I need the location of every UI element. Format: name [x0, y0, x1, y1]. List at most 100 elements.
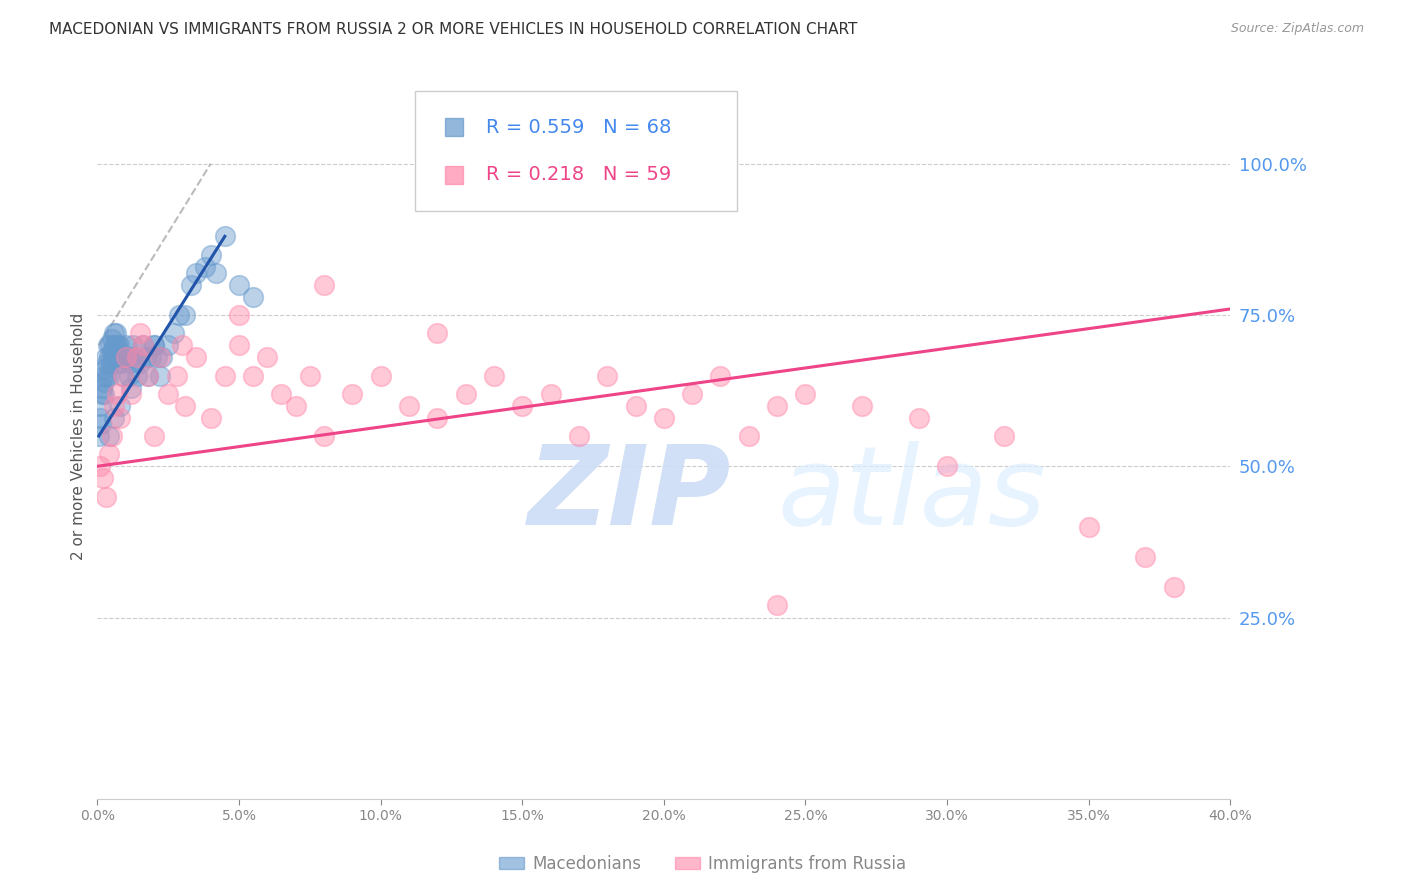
Point [652, 410, 675, 425]
Point [138, 368, 160, 383]
Point [370, 368, 392, 383]
Point [312, 429, 335, 443]
Text: Source: ZipAtlas.com: Source: ZipAtlas.com [1230, 22, 1364, 36]
Point [97, 351, 120, 365]
Point [205, 266, 228, 280]
Point [510, 399, 533, 413]
Legend: Macedonians, Immigrants from Russia: Macedonians, Immigrants from Russia [492, 848, 914, 880]
Point [108, 410, 131, 425]
Text: atlas: atlas [778, 441, 1046, 548]
Point [143, 429, 166, 443]
Point [766, 399, 789, 413]
Point [149, 351, 172, 365]
Point [108, 344, 131, 359]
Point [114, 351, 136, 365]
Point [115, 351, 138, 365]
Text: ZIP: ZIP [527, 441, 731, 548]
Point [121, 338, 143, 352]
Point [105, 338, 128, 352]
Point [104, 326, 127, 340]
Point [131, 338, 153, 352]
Point [174, 399, 197, 413]
Point [104, 351, 127, 365]
Point [174, 308, 197, 322]
Point [242, 368, 264, 383]
Point [596, 368, 619, 383]
Point [398, 399, 420, 413]
Point [149, 368, 172, 383]
Point [993, 429, 1015, 443]
Point [426, 326, 449, 340]
Point [111, 368, 134, 383]
Point [112, 351, 135, 365]
Point [738, 429, 761, 443]
Point [138, 368, 160, 383]
Point [93, 386, 115, 401]
Point [89, 459, 111, 474]
Point [152, 351, 174, 365]
Point [89, 410, 111, 425]
Point [94, 490, 117, 504]
Point [298, 368, 321, 383]
Point [270, 386, 292, 401]
Point [91, 471, 114, 485]
Point [96, 356, 118, 370]
Point [200, 410, 222, 425]
Y-axis label: 2 or more Vehicles in Household: 2 or more Vehicles in Household [72, 312, 86, 559]
Point [103, 326, 125, 340]
Point [97, 447, 120, 461]
Point [540, 386, 562, 401]
Point [169, 308, 191, 322]
Point [128, 326, 150, 340]
Point [90, 417, 112, 431]
Point [242, 290, 264, 304]
Point [107, 338, 129, 352]
Point [681, 386, 703, 401]
Point [101, 332, 124, 346]
Point [98, 368, 121, 383]
Point [98, 338, 121, 352]
Point [214, 368, 236, 383]
Point [172, 338, 194, 352]
Point [426, 410, 449, 425]
Point [111, 368, 134, 383]
Point [624, 399, 647, 413]
Point [87, 429, 110, 443]
Point [194, 260, 217, 274]
Point [134, 351, 156, 365]
Point [101, 351, 124, 365]
Point [143, 338, 166, 352]
Point [128, 356, 150, 370]
Point [93, 375, 115, 389]
Point [125, 368, 148, 383]
Point [342, 386, 364, 401]
Point [118, 356, 141, 370]
Point [214, 229, 236, 244]
Point [166, 368, 188, 383]
Point [157, 338, 180, 352]
Point [936, 459, 959, 474]
Point [228, 277, 250, 292]
Point [709, 368, 731, 383]
Point [117, 368, 139, 383]
Point [120, 386, 142, 401]
Text: R = 0.218   N = 59: R = 0.218 N = 59 [486, 165, 671, 184]
Point [228, 308, 250, 322]
Point [766, 599, 789, 613]
Point [851, 399, 873, 413]
Point [108, 351, 131, 365]
Point [163, 326, 186, 340]
Point [114, 338, 136, 352]
Point [146, 351, 169, 365]
Point [143, 338, 166, 352]
FancyBboxPatch shape [415, 91, 738, 211]
Point [100, 344, 122, 359]
Point [284, 399, 307, 413]
Point [186, 266, 208, 280]
Point [100, 356, 122, 370]
Point [907, 410, 929, 425]
Point [157, 386, 180, 401]
Point [454, 386, 477, 401]
Point [122, 351, 145, 365]
Point [94, 362, 117, 376]
